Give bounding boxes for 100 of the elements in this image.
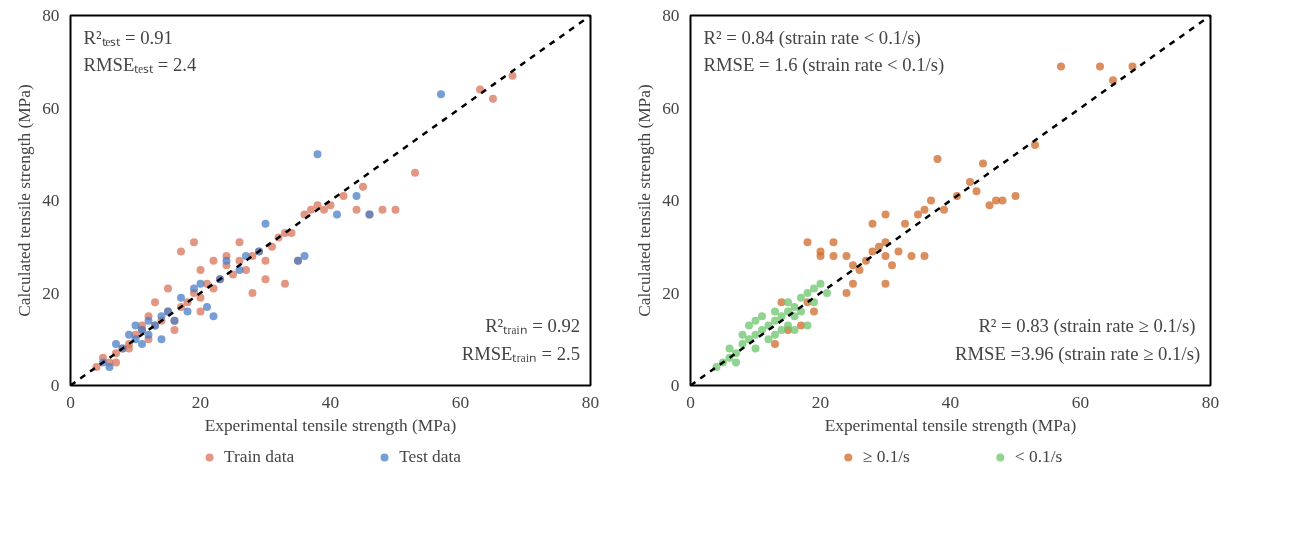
point — [797, 293, 805, 302]
point — [998, 196, 1007, 205]
point — [816, 247, 825, 256]
point — [894, 247, 903, 256]
point — [732, 358, 740, 367]
x-axis-title: Experimental tensile strength (MPa) — [204, 415, 457, 435]
point — [144, 330, 153, 339]
point — [868, 247, 877, 256]
legend-label: ≥ 0.1/s — [862, 447, 910, 467]
point — [738, 339, 747, 348]
point — [771, 316, 779, 325]
point — [803, 289, 812, 297]
point — [816, 279, 825, 288]
point — [829, 238, 838, 247]
point — [771, 330, 779, 339]
point — [1011, 191, 1020, 200]
x-tick-label: 60 — [451, 392, 470, 412]
point — [940, 205, 948, 214]
y-axis-title: Calculated tensile strength (MPa) — [15, 84, 35, 317]
point — [177, 293, 185, 302]
y-tick-label: 80 — [42, 6, 60, 25]
point — [751, 316, 760, 325]
y-tick-label: 80 — [662, 6, 680, 25]
annotation: R² = 0.83 (strain rate ≥ 0.1/s) — [978, 315, 1196, 338]
point — [803, 238, 812, 247]
point — [144, 316, 153, 325]
point — [209, 312, 218, 321]
point — [979, 159, 987, 168]
point — [1031, 141, 1039, 149]
point — [797, 307, 805, 316]
point — [771, 307, 779, 316]
point — [777, 326, 786, 334]
point — [803, 321, 812, 330]
x-tick-label: 20 — [191, 392, 210, 412]
point — [138, 339, 146, 348]
point — [738, 330, 747, 339]
legend-label: Test data — [399, 447, 461, 467]
point — [1096, 62, 1104, 71]
annotation: R² = 0.84 (strain rate < 0.1/s) — [703, 26, 921, 49]
point — [927, 196, 935, 205]
y-tick-label: 60 — [662, 98, 680, 118]
point — [907, 252, 916, 260]
x-axis-title: Experimental tensile strength (MPa) — [824, 415, 1077, 435]
point — [125, 330, 133, 339]
point — [1109, 76, 1117, 85]
point — [790, 302, 799, 311]
point — [190, 284, 198, 293]
point — [920, 252, 929, 260]
annotation: RMSEₜᵣₐᵢₙ = 2.5 — [461, 342, 581, 364]
point — [972, 187, 981, 196]
point — [829, 252, 838, 260]
point — [888, 261, 896, 270]
point — [771, 339, 779, 348]
x-tick-label: 20 — [811, 392, 830, 412]
point — [855, 265, 864, 274]
point — [810, 307, 818, 316]
point — [1057, 62, 1065, 71]
y-tick-label: 20 — [662, 283, 680, 303]
point — [131, 321, 140, 330]
point — [966, 178, 974, 186]
point — [868, 219, 877, 228]
point — [810, 284, 818, 293]
point — [881, 279, 890, 288]
x-tick-label: 40 — [321, 392, 340, 412]
x-tick-label: 40 — [941, 392, 960, 412]
point — [196, 279, 205, 288]
point — [235, 265, 244, 274]
point — [261, 219, 270, 228]
point — [313, 150, 322, 159]
point — [914, 210, 922, 219]
x-tick-label: 80 — [1201, 392, 1220, 412]
annotation: R²ₜₑₛₜ = 0.91 — [83, 26, 173, 48]
point — [933, 154, 942, 163]
point — [751, 344, 760, 353]
point — [790, 312, 799, 321]
point — [777, 312, 786, 321]
point — [790, 326, 799, 334]
point — [784, 307, 792, 316]
point — [131, 335, 140, 344]
point — [797, 321, 805, 330]
y-tick-label: 0 — [670, 376, 680, 395]
x-tick-label: 0 — [686, 392, 695, 412]
point — [849, 279, 857, 288]
x-tick-label: 60 — [1071, 392, 1090, 412]
point — [881, 252, 890, 260]
y-axis-title: Calculated tensile strength (MPa) — [635, 84, 655, 317]
x-tick-label: 80 — [581, 392, 600, 412]
point — [183, 307, 192, 316]
point — [842, 252, 851, 260]
y-tick-label: 40 — [662, 191, 680, 210]
point — [875, 242, 883, 251]
point — [105, 363, 114, 371]
point — [203, 302, 211, 311]
point — [745, 335, 753, 344]
point — [758, 312, 766, 321]
point — [784, 321, 792, 330]
point — [157, 335, 166, 344]
point — [745, 321, 753, 330]
point — [985, 201, 994, 210]
point — [352, 191, 361, 200]
